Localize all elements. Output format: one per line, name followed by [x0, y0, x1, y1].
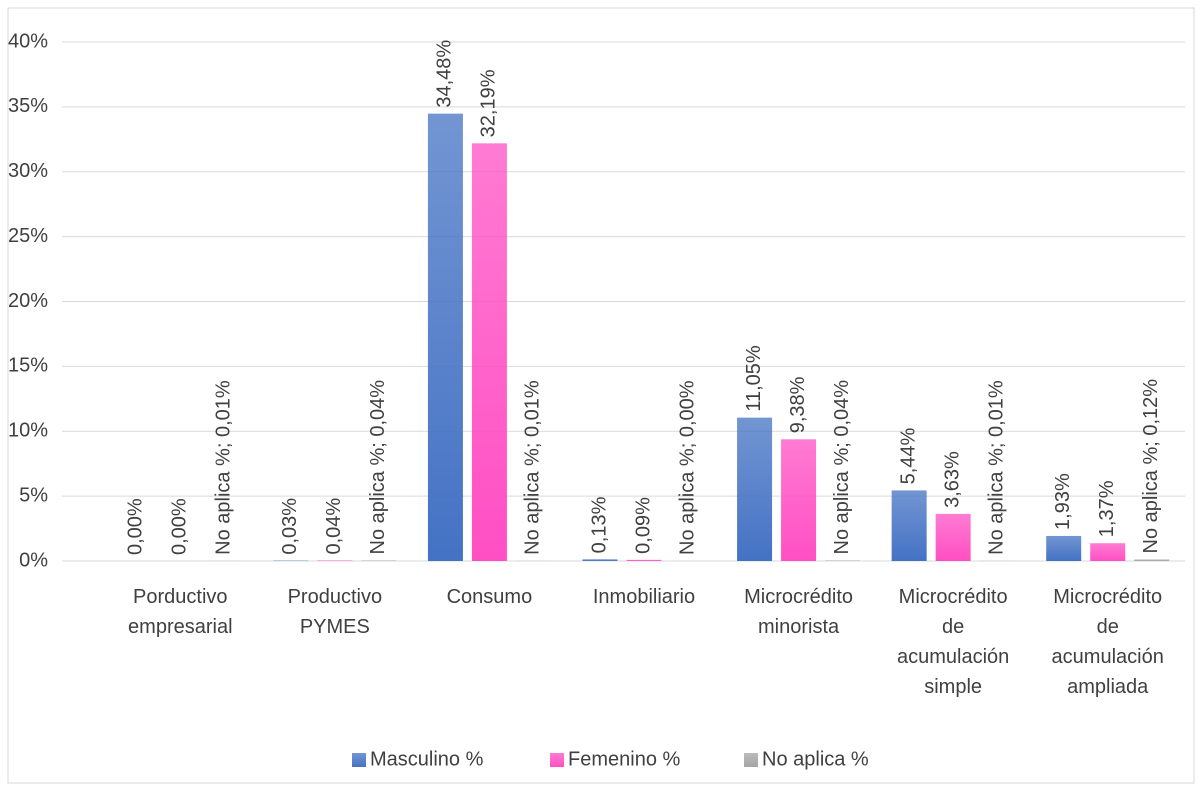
- bar: [317, 560, 353, 561]
- value-label: 0,04%: [323, 498, 345, 555]
- legend-swatch: [550, 753, 564, 767]
- x-tick-label: Porductivo empresarial: [128, 586, 233, 638]
- bar: [737, 417, 773, 561]
- value-label: 0,00%: [125, 498, 147, 555]
- value-label: 0,03%: [279, 498, 301, 555]
- y-tick-label: 20%: [8, 290, 48, 312]
- y-tick-label: 25%: [8, 225, 48, 247]
- value-label: 34,48%: [434, 40, 456, 108]
- y-tick-label: 30%: [8, 160, 48, 182]
- value-label: 0,00%: [169, 498, 191, 555]
- x-tick-label: Inmobiliario: [592, 586, 696, 608]
- value-label: 0,09%: [632, 497, 654, 554]
- legend-label: No aplica %: [762, 748, 869, 770]
- value-label: No aplica %; 0,01%: [522, 380, 544, 555]
- value-label: 32,19%: [478, 69, 500, 137]
- value-label: 1,37%: [1096, 480, 1118, 537]
- value-label: No aplica %; 0,04%: [367, 380, 389, 555]
- y-tick-label: 40%: [8, 30, 48, 52]
- bar: [935, 513, 971, 561]
- x-tick-label: Consumo: [446, 586, 533, 608]
- value-label: No aplica %; 0,01%: [985, 380, 1007, 555]
- y-tick-label: 5%: [19, 484, 48, 506]
- x-tick-label: Productivo PYMES: [287, 586, 383, 638]
- bar: [825, 560, 861, 561]
- y-tick-label: 15%: [8, 355, 48, 377]
- x-tick-label: Microcrédito de acumulación ampliada: [1051, 586, 1164, 698]
- bar: [361, 560, 397, 561]
- bar: [427, 113, 463, 561]
- value-label: 0,13%: [588, 496, 610, 553]
- value-label: No aplica %; 0,04%: [831, 380, 853, 555]
- y-tick-label: 0%: [19, 549, 48, 571]
- bar: [626, 559, 662, 561]
- x-tick-label: Microcrédito minorista: [744, 586, 854, 638]
- bar: [781, 439, 817, 561]
- bar: [1046, 535, 1082, 561]
- bar: [1134, 559, 1170, 561]
- x-tick-label: Microcrédito de acumulación simple: [896, 586, 1010, 698]
- value-label: 11,05%: [743, 345, 765, 412]
- value-label: No aplica %; 0,12%: [1140, 379, 1162, 554]
- value-label: 3,63%: [941, 451, 963, 508]
- value-label: No aplica %; 0,00%: [676, 380, 698, 555]
- bar: [891, 490, 927, 561]
- value-label: 1,93%: [1052, 473, 1074, 530]
- bar: [582, 559, 618, 561]
- value-label: No aplica %; 0,01%: [213, 380, 235, 555]
- legend-swatch: [352, 753, 366, 767]
- bar: [471, 143, 507, 561]
- y-tick-label: 10%: [8, 420, 48, 442]
- y-tick-label: 35%: [8, 95, 48, 117]
- legend-swatch: [744, 753, 758, 767]
- value-label: 5,44%: [897, 427, 919, 484]
- legend-label: Masculino %: [370, 748, 484, 770]
- legend-label: Femenino %: [568, 748, 680, 770]
- chart-border: [7, 7, 1195, 784]
- value-label: 9,38%: [787, 376, 809, 433]
- bar: [1090, 543, 1126, 561]
